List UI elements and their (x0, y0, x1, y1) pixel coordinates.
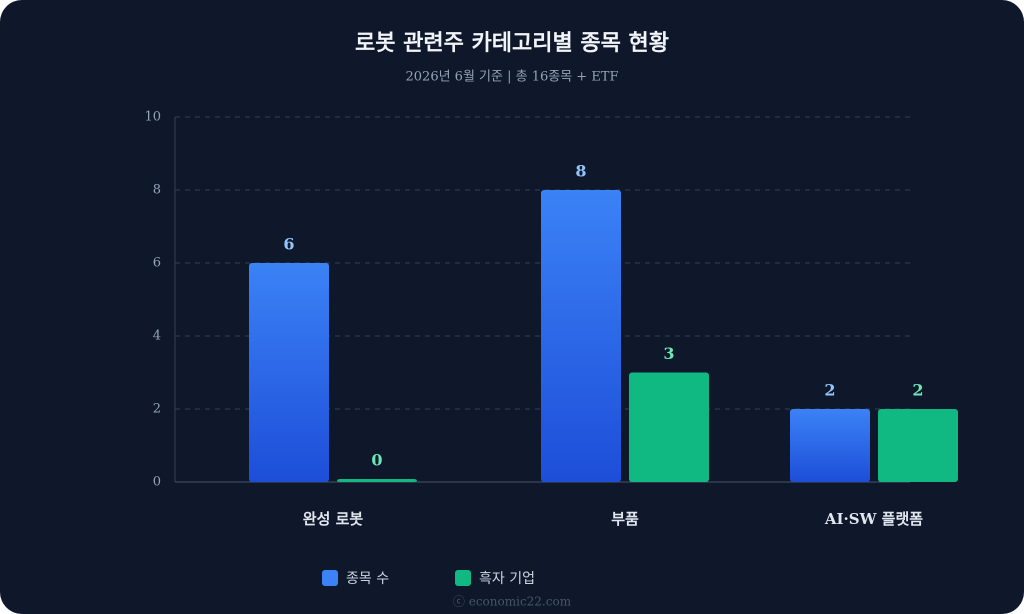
value-label: 8 (575, 162, 586, 181)
legend-label: 종목 수 (346, 571, 389, 587)
y-tick-label: 8 (153, 183, 161, 198)
x-tick-label: AI·SW 플랫폼 (824, 510, 923, 528)
bar (337, 479, 417, 482)
bar (790, 409, 870, 482)
chart-title: 로봇 관련주 카테고리별 종목 현황 (355, 30, 669, 56)
bar (629, 372, 709, 482)
y-tick-label: 2 (153, 402, 161, 417)
value-label: 6 (283, 235, 294, 254)
value-label: 3 (663, 344, 674, 363)
bar (249, 263, 329, 482)
chart-subtitle: 2026년 6월 기준 | 총 16종목 + ETF (406, 70, 619, 85)
y-tick-label: 4 (153, 329, 161, 344)
bar (878, 409, 958, 482)
value-label: 0 (371, 451, 382, 470)
watermark: ⓒ economic22.com (453, 595, 572, 609)
y-tick-label: 6 (153, 256, 161, 271)
value-label: 2 (912, 381, 923, 400)
x-tick-label: 부품 (611, 510, 639, 528)
y-tick-label: 0 (153, 475, 161, 490)
y-tick-label: 10 (144, 110, 161, 125)
legend-label: 흑자 기업 (479, 570, 535, 587)
legend-swatch (455, 570, 471, 586)
value-label: 2 (824, 381, 835, 400)
bar (541, 190, 621, 482)
legend-swatch (322, 570, 338, 586)
x-tick-label: 완성 로봇 (303, 510, 364, 528)
